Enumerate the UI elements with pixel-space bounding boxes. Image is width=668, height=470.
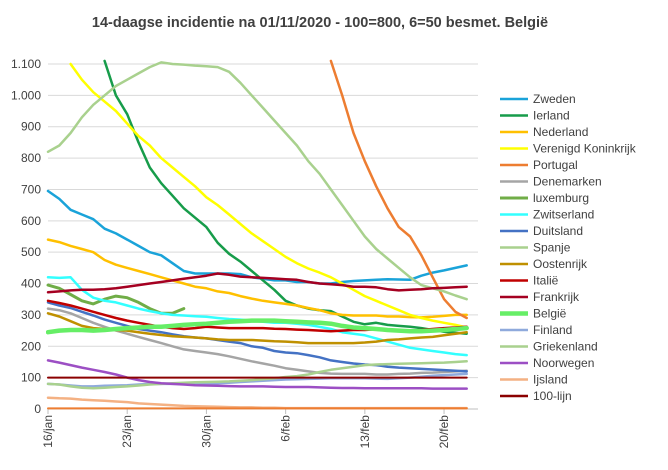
legend-item-griekenland: Griekenland: [500, 340, 598, 354]
legend-label: Italië: [533, 274, 559, 288]
legend-item-frankrijk: Frankrijk: [500, 290, 580, 304]
y-tick-label: 300: [21, 308, 41, 322]
x-tick-label: 23/jan: [120, 415, 134, 448]
x-tick-label: 30/jan: [199, 415, 213, 448]
y-tick-label: 200: [21, 339, 41, 353]
legend-label: België: [533, 307, 567, 321]
legend-label: Finland: [533, 323, 572, 337]
x-tick-label: 6/feb: [279, 415, 293, 442]
series-line-nederland: [46, 238, 468, 319]
x-tick-label: 20/feb: [437, 415, 451, 449]
legend-label: Portugal: [533, 158, 578, 172]
axes: 0 100 200 300 400 500 600 700 800 900 1.000 1.100 16…: [11, 57, 478, 448]
series-line-verenigd-koninkrijk: [69, 62, 468, 329]
legend-item-denemarken: Denemarken: [500, 175, 602, 189]
legend-label: Griekenland: [533, 340, 598, 354]
legend-item-belgie: België: [500, 307, 567, 321]
legend-item-duitsland: Duitsland: [500, 224, 583, 238]
y-tick-label: 900: [21, 120, 41, 134]
legend-label: 100-lijn: [533, 389, 572, 403]
legend-label: Oostenrijk: [533, 257, 588, 271]
y-tick-label: 0: [34, 402, 41, 416]
x-tick-label: 13/feb: [358, 415, 372, 449]
legend-label: luxemburg: [533, 191, 589, 205]
legend-item-verenigd-koninkrijk: Verenigd Koninkrijk: [500, 142, 637, 156]
legend-item-100-lijn: 100-lijn: [500, 389, 572, 403]
legend-label: Verenigd Koninkrijk: [533, 142, 637, 156]
legend-item-zwitserland: Zwitserland: [500, 208, 594, 222]
y-tick-label: 800: [21, 151, 41, 165]
legend-item-portugal: Portugal: [500, 158, 578, 172]
legend-item-nederland: Nederland: [500, 125, 588, 139]
legend-item-ijsland: Ijsland: [500, 373, 568, 387]
series-line-noorwegen: [46, 359, 468, 390]
legend-label: Noorwegen: [533, 356, 594, 370]
legend-label: Nederland: [533, 125, 588, 139]
legend-item-finland: Finland: [500, 323, 572, 337]
y-tick-label: 600: [21, 214, 41, 228]
series-line-spanje: [46, 61, 468, 301]
y-tick-label: 500: [21, 245, 41, 259]
chart-title: 14-daagse incidentie na 01/11/2020 - 100…: [92, 15, 548, 31]
legend-item-zweden: Zweden: [500, 92, 576, 106]
legend-label: Ijsland: [533, 373, 568, 387]
legend-label: Zwitserland: [533, 208, 594, 222]
legend-item-ierland: Ierland: [500, 109, 570, 123]
legend-label: Denemarken: [533, 175, 602, 189]
series-line-duitsland: [46, 301, 468, 373]
series-line-frankrijk: [46, 272, 468, 294]
legend-label: Duitsland: [533, 224, 583, 238]
y-tick-label: 400: [21, 277, 41, 291]
legend-label: Zweden: [533, 92, 576, 106]
series-line-portugal: [329, 59, 468, 320]
legend-label: Frankrijk: [533, 290, 580, 304]
y-tick-label: 1.100: [11, 57, 41, 71]
legend-label: Ierland: [533, 109, 570, 123]
y-tick-label: 1.000: [11, 88, 41, 102]
y-tick-label: 100: [21, 371, 41, 385]
series-lines: [46, 59, 469, 410]
legend-item-oostenrijk: Oostenrijk: [500, 257, 588, 271]
plot-area: [46, 59, 469, 410]
legend-item-italie: Italië: [500, 274, 559, 288]
legend: Zweden Ierland Nederland Verenigd Koninkrij…: [500, 92, 637, 403]
legend-label: Spanje: [533, 241, 571, 255]
series-line-ierland: [103, 59, 468, 335]
legend-item-noorwegen: Noorwegen: [500, 356, 594, 370]
series-line-griekenland: [46, 360, 468, 390]
x-tick-label: 16/jan: [41, 415, 55, 448]
series-line-belgie: [46, 318, 469, 335]
y-tick-label: 700: [21, 182, 41, 196]
legend-item-luxemburg: luxemburg: [500, 191, 589, 205]
legend-item-spanje: Spanje: [500, 241, 571, 255]
